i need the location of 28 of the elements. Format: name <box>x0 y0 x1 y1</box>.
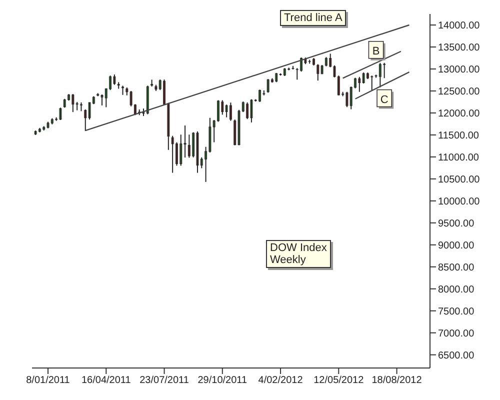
x-tick-label: 8/01/2011 <box>26 375 70 386</box>
annotation: C <box>380 94 388 106</box>
y-tick-label: 12000.00 <box>438 108 480 120</box>
x-tick-label: 16/04/2011 <box>81 375 132 386</box>
annotation: Trend line A <box>280 10 346 26</box>
x-tick-label: 4/02/2012 <box>258 375 304 386</box>
y-tick-label: 9500.00 <box>438 218 475 230</box>
x-tick-label: 23/07/2011 <box>140 375 190 386</box>
candlestick <box>46 121 50 129</box>
y-tick-label: 9000.00 <box>438 240 475 252</box>
y-tick-label: 13000.00 <box>438 64 480 76</box>
y-tick-label: 7000.00 <box>438 328 475 340</box>
y-tick-label: 6500.00 <box>438 350 475 362</box>
y-tick-label: 7500.00 <box>438 306 475 318</box>
x-tick-label: 29/10/2011 <box>198 375 248 386</box>
x-tick-label: 12/05/2012 <box>314 375 364 386</box>
y-tick-label: 8500.00 <box>438 262 475 274</box>
y-tick-label: 10000.00 <box>438 196 480 208</box>
y-tick-label: 10500.00 <box>438 174 480 186</box>
y-tick-label: 11000.00 <box>438 152 480 164</box>
y-tick-label: 14000.00 <box>438 20 480 32</box>
annotation: DOW Index Weekly <box>266 240 331 268</box>
y-tick-label: 11500.00 <box>438 130 480 142</box>
y-tick-label: 12500.00 <box>438 86 480 98</box>
y-tick-label: 8000.00 <box>438 284 475 296</box>
annotation: B <box>372 45 380 58</box>
y-tick-label: 13500.00 <box>438 42 480 54</box>
x-tick-label: 18/08/2012 <box>372 375 422 386</box>
